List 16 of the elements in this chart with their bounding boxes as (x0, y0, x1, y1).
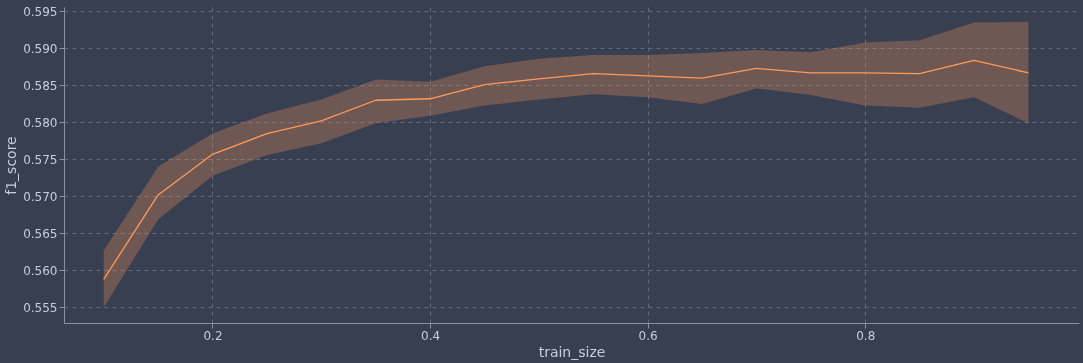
line-series (103, 59, 1030, 280)
y-tick-label: 0.580 (23, 115, 58, 130)
x-tick-label: 0.8 (856, 328, 876, 343)
y-tick-label: 0.560 (23, 263, 58, 278)
y-tick-label: 0.575 (23, 152, 58, 167)
x-tick-label: 0.4 (421, 328, 441, 343)
y-tick-label: 0.565 (23, 226, 58, 241)
y-tick-label: 0.570 (23, 189, 58, 204)
x-axis-title: train_size (538, 343, 606, 360)
y-tick-label: 0.590 (23, 41, 58, 56)
x-tick-label: 0.2 (203, 328, 223, 343)
y-tick-label: 0.555 (23, 300, 58, 315)
y-axis-title: f1_score (3, 136, 20, 195)
y-tick-label: 0.585 (23, 78, 58, 93)
x-tick-label: 0.6 (638, 328, 658, 343)
y-tick-label: 0.595 (23, 4, 58, 19)
